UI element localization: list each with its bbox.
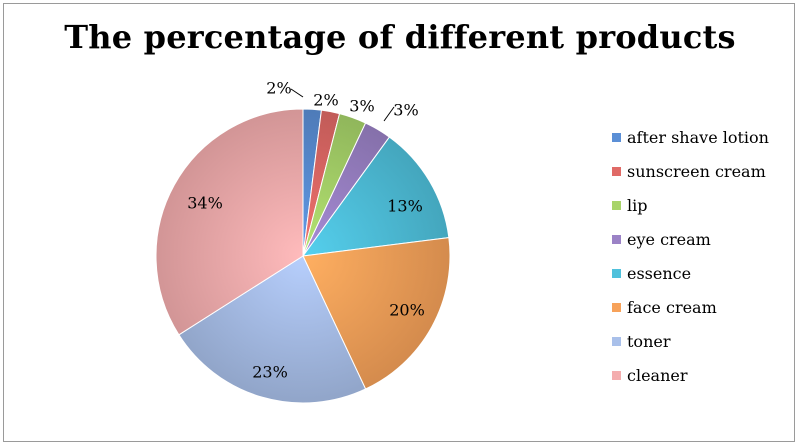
leader-line-after-shave-lotion [290,88,304,98]
legend-label: toner [627,331,671,351]
legend-label: face cream [627,297,717,317]
legend-label: essence [627,263,692,283]
data-label-cleaner: 34% [187,194,223,213]
legend-swatch [612,166,621,176]
legend-item-sunscreen-cream: sunscreen cream [612,154,792,188]
legend-label: cleaner [627,365,688,385]
legend-swatch [612,302,621,312]
pie-slice-cleaner [155,108,304,336]
legend-swatch [612,268,621,278]
legend-item-face-cream: face cream [612,290,792,324]
legend-item-toner: toner [612,324,792,358]
legend-label: sunscreen cream [627,161,766,181]
pie-slice-face-cream [302,237,451,390]
legend-label: lip [627,195,648,215]
leader-line-eye-cream [383,106,395,122]
data-label-eye-cream: 3% [393,101,418,120]
chart-title: The percentage of different products [64,18,736,56]
data-label-essence: 13% [387,197,423,216]
data-label-toner: 23% [252,363,288,382]
data-label-lip: 3% [349,97,374,116]
pie-slice-toner [178,255,367,404]
pie-slices [155,108,451,404]
legend-swatch [612,132,621,142]
data-label-sunscreen-cream: 2% [313,91,338,110]
data-labels: 2% 2% 3% 3% 13% 20% 23% 34% [187,79,425,382]
legend-swatch [612,370,621,380]
legend-label: after shave lotion [627,127,769,147]
legend-swatch [612,234,621,244]
legend-item-eye-cream: eye cream [612,222,792,256]
legend: after shave lotion sunscreen cream lip eye … [612,120,792,392]
legend-item-lip: lip [612,188,792,222]
legend-item-essence: essence [612,256,792,290]
legend-item-cleaner: cleaner [612,358,792,392]
data-label-after-shave-lotion: 2% [266,79,291,98]
pie-slice-essence [301,136,450,257]
leader-lines [290,88,395,122]
legend-label: eye cream [627,229,711,249]
legend-item-after-shave-lotion: after shave lotion [612,120,792,154]
data-label-face-cream: 20% [389,301,425,320]
legend-swatch [612,336,621,346]
legend-swatch [612,200,621,210]
